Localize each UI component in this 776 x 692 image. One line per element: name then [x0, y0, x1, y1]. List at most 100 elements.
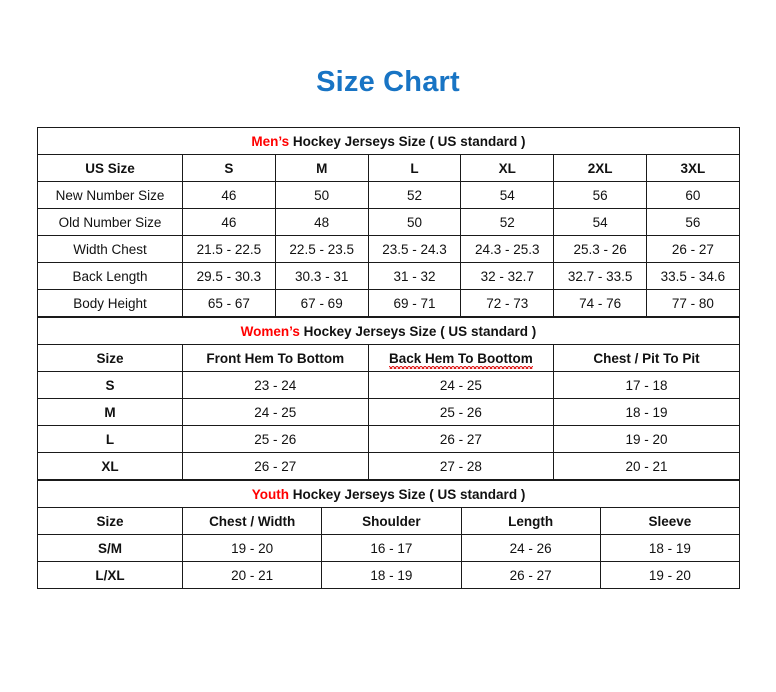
youth-cell-1-1: 18 - 19 — [321, 561, 462, 589]
mens-column-header-row: US Size S M L XL 2XL 3XL — [37, 154, 740, 182]
mens-cell-2-5: 26 - 27 — [645, 235, 740, 263]
mens-cell-2-2: 23.5 - 24.3 — [367, 235, 462, 263]
youth-banner-row: Youth Hockey Jerseys Size ( US standard … — [36, 480, 741, 508]
mens-cell-3-1: 30.3 - 31 — [274, 262, 369, 290]
womens-cell-3-0: 26 - 27 — [182, 452, 369, 480]
youth-column-header-row: Size Chest / Width Shoulder Length Sleev… — [37, 507, 741, 535]
womens-cell-2-1: 26 - 27 — [367, 425, 555, 453]
youth-cell-1-2: 26 - 27 — [460, 561, 601, 589]
mens-cell-2-4: 25.3 - 26 — [553, 235, 647, 263]
mens-col-header-2: M — [274, 154, 369, 182]
youth-cell-1-0: 20 - 21 — [181, 561, 323, 589]
womens-cell-3-1: 27 - 28 — [367, 452, 555, 480]
mens-cell-0-4: 56 — [553, 181, 647, 209]
misspelled-text: Back Hem To Boottom — [389, 350, 533, 369]
mens-cell-4-5: 77 - 80 — [645, 289, 740, 317]
youth-size-table: Youth Hockey Jerseys Size ( US standard … — [36, 480, 741, 589]
mens-cell-1-3: 52 — [460, 208, 555, 236]
youth-cell-0-3: 18 - 19 — [599, 534, 741, 562]
youth-col-header-4: Sleeve — [599, 507, 741, 535]
mens-cell-3-5: 33.5 - 34.6 — [645, 262, 740, 290]
mens-cell-0-3: 54 — [460, 181, 555, 209]
youth-row-label-0: S/M — [37, 534, 183, 562]
mens-cell-1-5: 56 — [645, 208, 740, 236]
youth-col-header-0: Size — [37, 507, 183, 535]
mens-cell-0-2: 52 — [367, 181, 462, 209]
mens-cell-1-0: 46 — [182, 208, 276, 236]
youth-cell-0-2: 24 - 26 — [460, 534, 601, 562]
page-title: Size Chart — [316, 66, 460, 98]
mens-row-label-2: Width Chest — [37, 235, 183, 263]
womens-banner-row: Women’s Hockey Jerseys Size ( US standar… — [37, 317, 740, 345]
womens-cell-2-0: 25 - 26 — [182, 425, 369, 453]
mens-banner-accent: Men’s — [251, 133, 290, 149]
table-row: New Number Size 46 50 52 54 56 60 — [37, 181, 740, 209]
mens-cell-0-1: 50 — [274, 181, 369, 209]
mens-cell-2-1: 22.5 - 23.5 — [274, 235, 369, 263]
mens-section-banner: Men’s Hockey Jerseys Size ( US standard … — [37, 127, 740, 155]
womens-column-header-row: Size Front Hem To Bottom Back Hem To Boo… — [37, 344, 740, 372]
table-row: L 25 - 26 26 - 27 19 - 20 — [37, 425, 740, 453]
youth-col-header-2: Shoulder — [321, 507, 462, 535]
youth-cell-0-0: 19 - 20 — [181, 534, 323, 562]
mens-cell-4-3: 72 - 73 — [460, 289, 555, 317]
youth-cell-1-3: 19 - 20 — [599, 561, 741, 589]
mens-cell-4-0: 65 - 67 — [182, 289, 276, 317]
womens-cell-1-1: 25 - 26 — [367, 398, 555, 426]
womens-cell-0-0: 23 - 24 — [182, 371, 369, 399]
womens-banner-accent: Women’s — [240, 323, 300, 339]
mens-size-table: Men’s Hockey Jerseys Size ( US standard … — [37, 127, 740, 317]
youth-col-header-1: Chest / Width — [181, 507, 323, 535]
womens-col-header-3: Chest / Pit To Pit — [553, 344, 740, 372]
table-row: XL 26 - 27 27 - 28 20 - 21 — [37, 452, 740, 480]
youth-cell-0-1: 16 - 17 — [321, 534, 462, 562]
womens-cell-1-0: 24 - 25 — [182, 398, 369, 426]
mens-col-header-5: 2XL — [553, 154, 647, 182]
mens-col-header-3: L — [367, 154, 462, 182]
womens-banner-rest: Hockey Jerseys Size ( US standard ) — [299, 323, 537, 339]
youth-row-label-1: L/XL — [37, 561, 183, 589]
mens-row-label-3: Back Length — [37, 262, 183, 290]
mens-cell-4-2: 69 - 71 — [367, 289, 462, 317]
table-row: S/M 19 - 20 16 - 17 24 - 26 18 - 19 — [37, 534, 741, 562]
mens-cell-4-4: 74 - 76 — [553, 289, 647, 317]
mens-banner-rest: Hockey Jerseys Size ( US standard ) — [289, 133, 526, 149]
mens-cell-3-3: 32 - 32.7 — [460, 262, 555, 290]
womens-col-header-1: Front Hem To Bottom — [182, 344, 369, 372]
womens-row-label-0: S — [37, 371, 183, 399]
mens-col-header-0: US Size — [37, 154, 183, 182]
mens-cell-3-4: 32.7 - 33.5 — [553, 262, 647, 290]
womens-row-label-3: XL — [37, 452, 183, 480]
womens-cell-2-2: 19 - 20 — [553, 425, 740, 453]
mens-row-label-0: New Number Size — [37, 181, 183, 209]
table-row: S 23 - 24 24 - 25 17 - 18 — [37, 371, 740, 399]
table-row: M 24 - 25 25 - 26 18 - 19 — [37, 398, 740, 426]
table-row: Body Height 65 - 67 67 - 69 69 - 71 72 -… — [37, 289, 740, 317]
womens-row-label-2: L — [37, 425, 183, 453]
mens-cell-0-0: 46 — [182, 181, 276, 209]
mens-cell-2-3: 24.3 - 25.3 — [460, 235, 555, 263]
table-row: Old Number Size 46 48 50 52 54 56 — [37, 208, 740, 236]
mens-row-label-1: Old Number Size — [37, 208, 183, 236]
womens-col-header-0: Size — [37, 344, 183, 372]
womens-size-table: Women’s Hockey Jerseys Size ( US standar… — [37, 317, 740, 480]
youth-section-banner: Youth Hockey Jerseys Size ( US standard … — [36, 480, 741, 508]
mens-cell-0-5: 60 — [645, 181, 740, 209]
womens-row-label-1: M — [37, 398, 183, 426]
table-row: Back Length 29.5 - 30.3 30.3 - 31 31 - 3… — [37, 262, 740, 290]
womens-section-banner: Women’s Hockey Jerseys Size ( US standar… — [37, 317, 740, 345]
womens-cell-3-2: 20 - 21 — [553, 452, 740, 480]
youth-col-header-3: Length — [460, 507, 601, 535]
youth-banner-rest: Hockey Jerseys Size ( US standard ) — [288, 486, 526, 502]
mens-cell-4-1: 67 - 69 — [274, 289, 369, 317]
mens-row-label-4: Body Height — [37, 289, 183, 317]
table-row: Width Chest 21.5 - 22.5 22.5 - 23.5 23.5… — [37, 235, 740, 263]
mens-cell-2-0: 21.5 - 22.5 — [182, 235, 276, 263]
mens-col-header-1: S — [182, 154, 276, 182]
size-chart-tables: Men’s Hockey Jerseys Size ( US standard … — [36, 127, 741, 589]
youth-banner-accent: Youth — [251, 486, 289, 502]
mens-cell-3-0: 29.5 - 30.3 — [182, 262, 276, 290]
womens-col-header-2: Back Hem To Boottom — [367, 344, 555, 372]
mens-cell-1-2: 50 — [367, 208, 462, 236]
